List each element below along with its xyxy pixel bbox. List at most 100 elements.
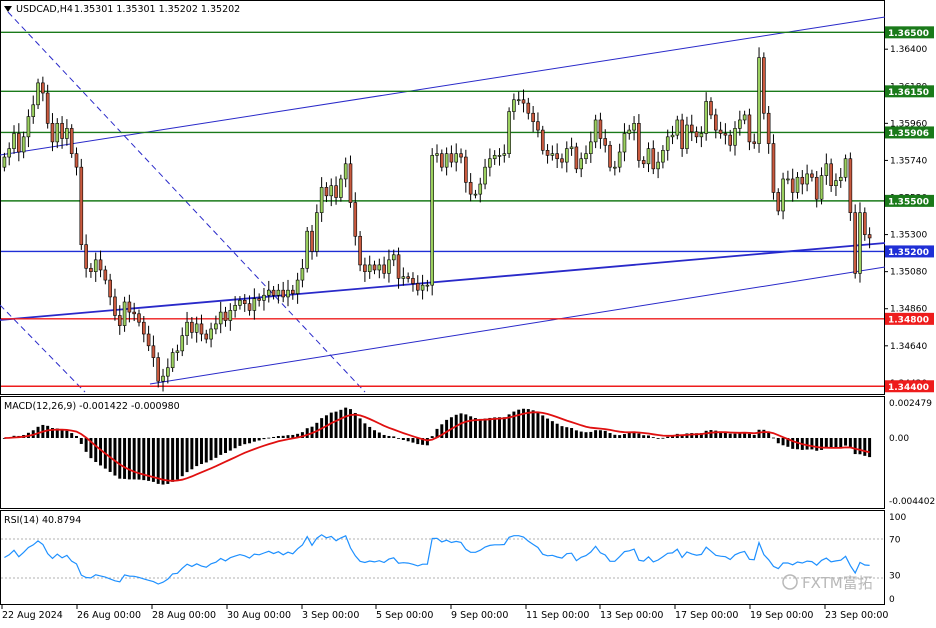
- macd-bar: [743, 432, 747, 438]
- macd-bar: [65, 430, 69, 438]
- candle: [694, 126, 699, 144]
- macd-bar: [829, 438, 833, 449]
- candle: [598, 112, 603, 149]
- candle: [492, 150, 497, 165]
- price-tick-label: 1.35300: [890, 231, 927, 241]
- macd-bar: [156, 438, 160, 484]
- macd-bar: [647, 435, 650, 438]
- candle: [242, 294, 247, 312]
- macd-bar: [79, 438, 83, 444]
- macd-bar: [209, 438, 213, 461]
- candle: [526, 97, 531, 120]
- time-tick-label: 9 Sep 00:00: [451, 610, 508, 621]
- candle: [420, 274, 425, 300]
- macd-bar: [445, 419, 449, 438]
- candle: [843, 154, 848, 182]
- candle: [752, 133, 757, 149]
- mid-trend-line[interactable]: [0, 242, 886, 321]
- macd-bar: [863, 438, 867, 456]
- candle: [363, 257, 367, 282]
- level-tag: [885, 126, 934, 139]
- macd-label: MACD(12,26,9) -0.001422 -0.000980: [4, 401, 180, 412]
- candle: [137, 309, 141, 327]
- macd-bar: [776, 438, 780, 444]
- candle: [617, 143, 622, 173]
- candle: [339, 174, 343, 202]
- candle: [584, 145, 588, 164]
- candle: [728, 129, 732, 152]
- macd-bar: [291, 434, 295, 438]
- macd-bar: [517, 409, 521, 438]
- macd-bar: [147, 438, 151, 481]
- rsi-pane-border: [0, 510, 885, 605]
- candle: [680, 113, 684, 157]
- candle: [401, 267, 406, 286]
- dashed-diagonal-line-1[interactable]: [7, 11, 366, 393]
- candle: [310, 224, 314, 260]
- lower-channel-line[interactable]: [149, 266, 886, 385]
- candle: [824, 153, 829, 185]
- chevron-down-icon[interactable]: [4, 6, 12, 12]
- macd-bar: [248, 438, 252, 444]
- candle: [21, 131, 26, 159]
- macd-bar: [228, 438, 232, 451]
- rsi-tick-label: 100: [889, 513, 906, 523]
- upper-channel-line[interactable]: [0, 16, 886, 156]
- candle: [747, 108, 752, 151]
- candle: [396, 247, 401, 289]
- candle: [742, 110, 747, 125]
- macd-bar: [363, 423, 367, 438]
- candle: [627, 124, 632, 140]
- macd-bar: [786, 438, 790, 447]
- macd-bar: [171, 438, 175, 482]
- candle: [218, 301, 223, 334]
- watermark: FXTM富拓: [782, 574, 873, 592]
- candle: [358, 231, 362, 272]
- macd-tick-label: 0.002479: [889, 399, 932, 409]
- candle: [521, 89, 526, 113]
- candle: [372, 260, 377, 275]
- macd-bar: [175, 438, 179, 480]
- macd-bar: [589, 431, 593, 438]
- price-tick-label: 1.36400: [890, 45, 927, 55]
- macd-bar: [123, 438, 127, 479]
- macd-histogram: [2, 407, 872, 485]
- macd-bar: [296, 433, 300, 438]
- macd-bar: [243, 438, 247, 445]
- candle: [483, 158, 487, 190]
- macd-bar: [300, 432, 304, 438]
- macd-bar: [60, 430, 64, 438]
- macd-bar: [762, 429, 766, 438]
- macd-bar: [392, 436, 396, 438]
- macd-bar: [570, 428, 574, 438]
- candle: [781, 172, 785, 220]
- candle: [117, 305, 122, 335]
- macd-bar: [344, 407, 348, 438]
- candle: [819, 167, 824, 205]
- trendlines[interactable]: [0, 11, 886, 393]
- candle: [637, 114, 641, 168]
- macd-bar: [151, 438, 155, 482]
- candle: [233, 296, 237, 318]
- candle: [516, 91, 521, 105]
- level-tag-label: 1.35906: [888, 129, 929, 139]
- macd-bar: [353, 412, 357, 438]
- candle: [348, 155, 353, 208]
- macd-bar: [478, 418, 482, 438]
- horizontal-levels[interactable]: [1, 31, 884, 387]
- macd-bar: [469, 416, 473, 438]
- macd-bar: [421, 438, 425, 445]
- candle: [60, 116, 64, 149]
- macd-bar: [627, 432, 631, 438]
- macd-bar: [608, 433, 612, 438]
- candle: [613, 160, 617, 176]
- candle: [502, 144, 507, 163]
- candle: [512, 93, 516, 120]
- macd-bar: [632, 431, 636, 438]
- price-pane-border: [0, 0, 885, 395]
- candle: [449, 145, 454, 168]
- time-tick-label: 13 Sep 00:00: [600, 610, 663, 621]
- candle: [45, 84, 50, 129]
